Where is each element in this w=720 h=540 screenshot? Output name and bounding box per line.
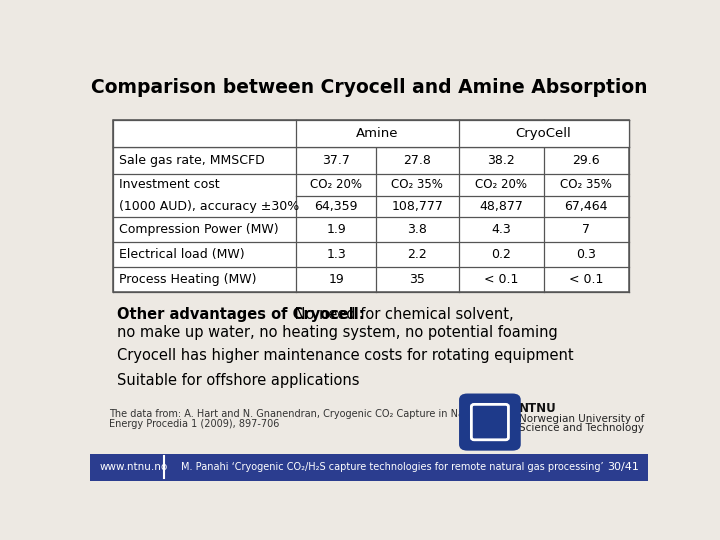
Text: Energy Procedia 1 (2009), 897-706: Energy Procedia 1 (2009), 897-706	[109, 419, 280, 429]
Text: 64,359: 64,359	[315, 200, 358, 213]
Text: Sale gas rate, MMSCFD: Sale gas rate, MMSCFD	[120, 154, 265, 167]
Text: 7: 7	[582, 223, 590, 236]
Bar	[90, 454, 648, 481]
Text: CryoCell: CryoCell	[516, 127, 572, 140]
Bar	[113, 120, 629, 147]
Text: Comparison between Cryocell and Amine Absorption: Comparison between Cryocell and Amine Ab…	[91, 78, 647, 97]
Text: 67,464: 67,464	[564, 200, 608, 213]
Text: www.ntnu.no: www.ntnu.no	[99, 462, 168, 472]
Text: 48,877: 48,877	[479, 200, 523, 213]
Text: CO₂ 35%: CO₂ 35%	[560, 178, 612, 191]
Text: Electrical load (MW): Electrical load (MW)	[120, 248, 245, 261]
Text: (1000 AUD), accuracy ±30%: (1000 AUD), accuracy ±30%	[120, 200, 300, 213]
Text: Science and Technology: Science and Technology	[518, 423, 644, 433]
Text: 0.2: 0.2	[491, 248, 511, 261]
Text: CO₂ 20%: CO₂ 20%	[475, 178, 527, 191]
Text: 30/41: 30/41	[607, 462, 639, 472]
Text: CO₂ 35%: CO₂ 35%	[392, 178, 444, 191]
Text: 27.8: 27.8	[403, 154, 431, 167]
Text: M. Panahi ‘Cryogenic CO₂/H₂S capture technologies for remote natural gas process: M. Panahi ‘Cryogenic CO₂/H₂S capture tec…	[181, 462, 603, 472]
Text: NTNU: NTNU	[518, 402, 557, 415]
Text: 3.8: 3.8	[408, 223, 427, 236]
Text: 2.2: 2.2	[408, 248, 427, 261]
Text: < 0.1: < 0.1	[569, 273, 603, 286]
Text: 29.6: 29.6	[572, 154, 600, 167]
Text: Process Heating (MW): Process Heating (MW)	[120, 273, 257, 286]
Text: 35: 35	[410, 273, 426, 286]
Text: The data from: A. Hart and N. Gnanendran, Cryogenic CO₂ Capture in Natural Gas,: The data from: A. Hart and N. Gnanendran…	[109, 409, 512, 419]
Text: 4.3: 4.3	[491, 223, 511, 236]
Text: Other advantages of Cryocell:: Other advantages of Cryocell:	[117, 307, 365, 322]
Text: Investment cost: Investment cost	[120, 178, 220, 191]
Text: < 0.1: < 0.1	[484, 273, 518, 286]
Text: No need for chemical solvent,: No need for chemical solvent,	[290, 307, 513, 322]
Text: Norwegian University of: Norwegian University of	[518, 414, 644, 423]
Text: CO₂ 20%: CO₂ 20%	[310, 178, 362, 191]
Text: Amine: Amine	[356, 127, 399, 140]
Text: 38.2: 38.2	[487, 154, 515, 167]
Text: 108,777: 108,777	[392, 200, 444, 213]
Text: 19: 19	[328, 273, 344, 286]
Text: 0.3: 0.3	[576, 248, 596, 261]
Text: Compression Power (MW): Compression Power (MW)	[120, 223, 279, 236]
Text: 1.9: 1.9	[326, 223, 346, 236]
Text: 37.7: 37.7	[323, 154, 350, 167]
FancyBboxPatch shape	[459, 394, 521, 451]
Text: 1.3: 1.3	[326, 248, 346, 261]
Text: no make up water, no heating system, no potential foaming: no make up water, no heating system, no …	[117, 325, 558, 340]
Text: Cryocell has higher maintenance costs for rotating equipment: Cryocell has higher maintenance costs fo…	[117, 348, 574, 363]
Text: Suitable for offshore applications: Suitable for offshore applications	[117, 373, 359, 388]
